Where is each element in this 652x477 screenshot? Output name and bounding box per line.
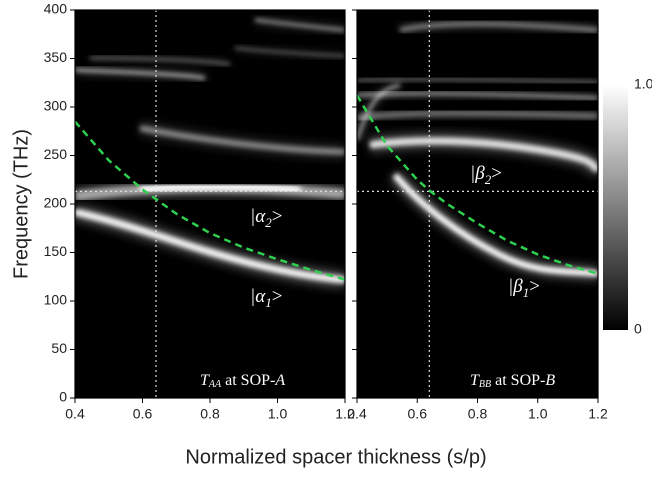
x-tick-label: 1.0: [528, 406, 548, 422]
heatmap-band: [139, 184, 301, 193]
heatmap-band: [139, 125, 345, 155]
heatmap-band: [357, 78, 598, 83]
panel-label-text: at SOP-: [221, 372, 275, 389]
y-tick-label: 50: [51, 340, 67, 356]
heatmap-band: [254, 18, 345, 32]
heatmap-panel: [357, 10, 598, 398]
heatmap-band: [369, 137, 598, 173]
mode-label-sub: 2: [265, 215, 272, 230]
mode-label-text: |α: [250, 206, 266, 227]
x-tick-label: 0.6: [133, 406, 153, 422]
mode-label-text: |β: [508, 276, 523, 297]
x-tick-label: 1.2: [335, 406, 355, 422]
heatmap-bands: [75, 10, 345, 398]
colorbar-tick-label: 0: [634, 321, 642, 337]
mode-label: |β1>: [508, 276, 540, 300]
heatmap-band: [357, 110, 598, 121]
mode-label: |α1>: [250, 286, 282, 310]
mode-label-end: >: [272, 286, 283, 307]
x-tick-label: 0.4: [347, 406, 367, 422]
panel-label: TBB at SOP-B: [470, 372, 555, 391]
y-tick-label: 400: [44, 1, 68, 17]
y-axis-label: Frequency (THz): [10, 129, 32, 279]
panel-label-symbol: T: [200, 372, 210, 389]
x-tick-label: 0.8: [200, 406, 220, 422]
heatmap-band: [75, 68, 206, 80]
mode-label: |α2>: [250, 206, 282, 230]
panel-label-sub: BB: [479, 379, 491, 390]
dispersion-curve: [357, 94, 598, 276]
dispersion-curve: [75, 120, 345, 281]
mode-label-text: |β: [470, 163, 485, 184]
y-tick-label: 300: [44, 98, 68, 114]
mode-label-sub: 1: [523, 285, 530, 300]
x-tick-label: 0.4: [65, 406, 85, 422]
panel-label-text: at SOP-: [491, 372, 545, 389]
heatmap-band: [392, 173, 598, 277]
y-tick-label: 350: [44, 49, 68, 65]
x-tick-label: 0.6: [408, 406, 428, 422]
x-tick-label: 1.0: [268, 406, 288, 422]
mode-label-sub: 1: [265, 295, 272, 310]
mode-label-end: >: [491, 163, 502, 184]
heatmap-band: [89, 57, 231, 65]
y-tick-label: 150: [44, 243, 68, 259]
panel-label-sub: AA: [208, 379, 222, 390]
x-axis-label: Normalized spacer thickness (s/p): [185, 446, 486, 468]
heatmap-band: [399, 21, 598, 33]
mode-label-sub: 2: [485, 172, 492, 187]
heatmap-band: [357, 83, 401, 141]
panel-label-mode: B: [545, 372, 555, 389]
panel-label-symbol: T: [470, 372, 480, 389]
heatmap-panel: [75, 10, 345, 398]
panel-label-mode: A: [274, 372, 285, 389]
mode-label-text: |α: [250, 286, 266, 307]
mode-label-end: >: [529, 276, 540, 297]
heatmap-bands: [357, 10, 598, 398]
heatmap-band: [75, 208, 345, 284]
y-tick-label: 250: [44, 146, 68, 162]
x-tick-label: 0.8: [468, 406, 488, 422]
colorbar: [603, 85, 628, 330]
y-tick-label: 0: [59, 389, 67, 405]
colorbar-tick-label: 1.0: [634, 76, 652, 92]
x-tick-label: 1.2: [588, 406, 608, 422]
panel-label: TAA at SOP-A: [200, 372, 285, 391]
mode-label-end: >: [272, 206, 283, 227]
mode-label: |β2>: [470, 163, 502, 187]
y-tick-label: 100: [44, 292, 68, 308]
heatmap-band: [234, 47, 345, 57]
y-tick-label: 200: [44, 195, 68, 211]
